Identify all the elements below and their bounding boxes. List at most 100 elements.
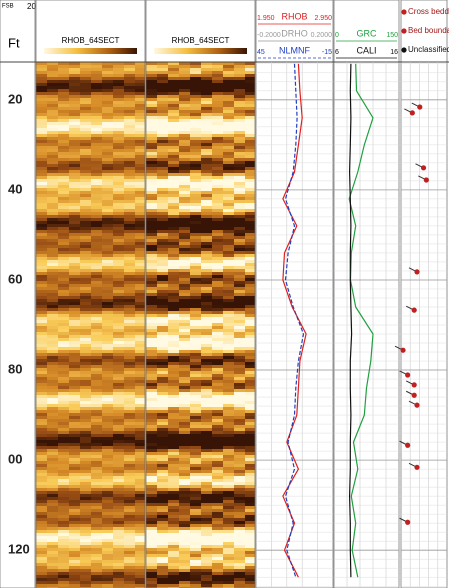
image-pixel: [80, 200, 91, 203]
image-pixel: [179, 332, 190, 335]
image-pixel: [36, 290, 47, 293]
image-pixel: [80, 179, 91, 182]
image-pixel: [168, 491, 179, 494]
image-pixel: [201, 287, 212, 290]
image-pixel: [69, 281, 80, 284]
image-pixel: [234, 368, 245, 371]
image-pixel: [91, 554, 102, 557]
image-pixel: [102, 269, 113, 272]
image-pixel: [36, 386, 47, 389]
tadpole: [414, 465, 419, 470]
image-pixel: [234, 239, 245, 242]
image-pixel: [102, 371, 113, 374]
image-pixel: [36, 578, 47, 581]
image-pixel: [168, 197, 179, 200]
image-pixel: [201, 371, 212, 374]
image-pixel: [69, 566, 80, 569]
image-pixel: [102, 296, 113, 299]
image-pixel: [113, 467, 124, 470]
image-pixel: [168, 152, 179, 155]
image-pixel: [47, 77, 58, 80]
image-pixel: [201, 407, 212, 410]
image-pixel: [80, 419, 91, 422]
image-pixel: [223, 452, 234, 455]
image-pixel: [135, 176, 145, 179]
image-pixel: [234, 119, 245, 122]
image-pixel: [58, 572, 69, 575]
image-pixel: [234, 494, 245, 497]
image-pixel: [201, 341, 212, 344]
image-pixel: [58, 197, 69, 200]
image-pixel: [146, 302, 157, 305]
image-pixel: [102, 344, 113, 347]
image-pixel: [146, 134, 157, 137]
image-pixel: [168, 455, 179, 458]
image-pixel: [190, 440, 201, 443]
image-pixel: [69, 284, 80, 287]
image-pixel: [124, 383, 135, 386]
image-pixel: [135, 413, 145, 416]
image-pixel: [124, 503, 135, 506]
image-pixel: [179, 125, 190, 128]
image-pixel: [223, 437, 234, 440]
image-pixel: [201, 68, 212, 71]
image-pixel: [113, 266, 124, 269]
image-pixel: [190, 182, 201, 185]
image-pixel: [234, 533, 245, 536]
image-pixel: [102, 158, 113, 161]
image-pixel: [80, 176, 91, 179]
image-pixel: [102, 230, 113, 233]
image-pixel: [201, 101, 212, 104]
image-pixel: [91, 425, 102, 428]
image-pixel: [102, 215, 113, 218]
image-pixel: [201, 224, 212, 227]
image-pixel: [212, 170, 223, 173]
image-pixel: [223, 179, 234, 182]
image-pixel: [135, 347, 145, 350]
image-pixel: [146, 584, 157, 587]
curve-name: DRHO: [281, 28, 308, 38]
image-pixel: [223, 149, 234, 152]
image-pixel: [113, 143, 124, 146]
image-pixel: [47, 437, 58, 440]
image-pixel: [190, 329, 201, 332]
image-pixel: [102, 410, 113, 413]
image-pixel: [47, 479, 58, 482]
image-pixel: [80, 269, 91, 272]
image-pixel: [212, 308, 223, 311]
image-pixel: [47, 155, 58, 158]
image-pixel: [102, 68, 113, 71]
image-pixel: [245, 371, 255, 374]
image-pixel: [245, 296, 255, 299]
image-pixel: [113, 410, 124, 413]
image-pixel: [113, 242, 124, 245]
image-pixel: [234, 329, 245, 332]
image-pixel: [146, 401, 157, 404]
image-pixel: [168, 401, 179, 404]
image-pixel: [36, 380, 47, 383]
image-pixel: [58, 413, 69, 416]
image-pixel: [58, 512, 69, 515]
image-pixel: [58, 194, 69, 197]
image-pixel: [168, 194, 179, 197]
image-pixel: [102, 170, 113, 173]
image-pixel: [91, 83, 102, 86]
image-pixel: [223, 461, 234, 464]
image-pixel: [124, 65, 135, 68]
image-pixel: [113, 434, 124, 437]
image-pixel: [168, 215, 179, 218]
image-pixel: [58, 353, 69, 356]
image-pixel: [135, 446, 145, 449]
image-pixel: [124, 500, 135, 503]
image-pixel: [102, 437, 113, 440]
image-pixel: [201, 311, 212, 314]
image-pixel: [91, 467, 102, 470]
image-pixel: [124, 449, 135, 452]
image-pixel: [179, 326, 190, 329]
image-pixel: [80, 245, 91, 248]
image-pixel: [135, 317, 145, 320]
image-pixel: [168, 404, 179, 407]
image-pixel: [245, 221, 255, 224]
image-pixel: [146, 143, 157, 146]
image-pixel: [245, 539, 255, 542]
